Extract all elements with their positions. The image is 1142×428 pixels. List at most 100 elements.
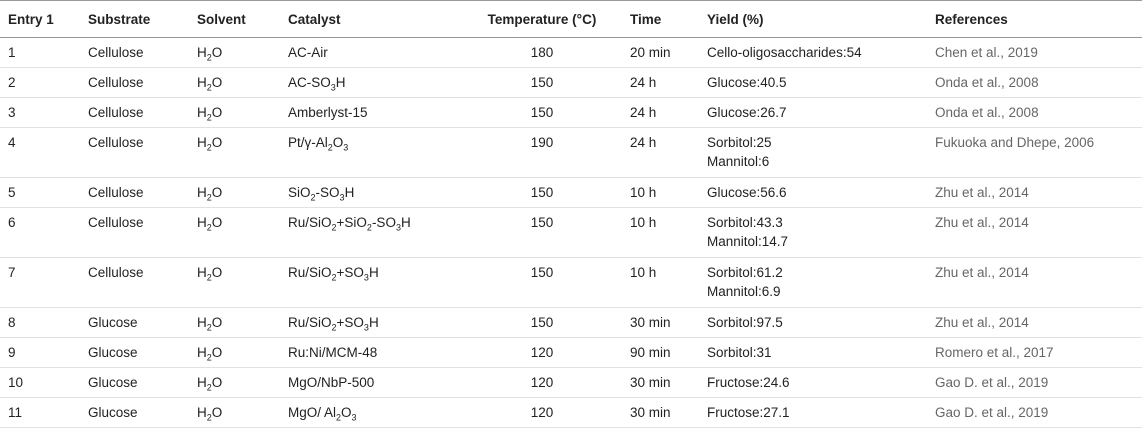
cell: Fukuoka and Dhepe, 2006	[927, 127, 1142, 178]
cell: 150	[462, 207, 622, 258]
table-row: 2 Cellulose H2O AC-SO3H 150 24 h Glucose:40.5 O…	[0, 67, 1142, 98]
cell: 150	[462, 257, 622, 308]
cell: Cellulose	[80, 97, 189, 128]
yield-line: Cello-oligosaccharides:54	[707, 45, 862, 60]
cell: Sorbitol:43.3 Mannitol:14.7	[699, 207, 927, 258]
cell: Zhu et al., 2014	[927, 177, 1142, 208]
table-row: 8 Glucose H2O Ru/SiO2+SO3H 150 30 min Sorbitol…	[0, 307, 1142, 338]
cell: Glucose:26.7	[699, 97, 927, 128]
cell: Cellulose	[80, 177, 189, 208]
cell: 24 h	[622, 67, 699, 98]
cell: H2O	[189, 177, 280, 208]
header-row: Entry 1 Substrate Solvent Catalyst Temperatu…	[0, 0, 1142, 38]
cell: 30 min	[622, 307, 699, 338]
column-header: Yield (%)	[699, 0, 927, 38]
yield-line: Glucose:40.5	[707, 75, 787, 90]
cell: H2O	[189, 257, 280, 308]
cell: Pt/γ-Al2O3	[280, 127, 462, 178]
cell: 10	[0, 367, 80, 398]
column-header: Temperature (°C)	[462, 0, 622, 38]
cell: Cellulose	[80, 37, 189, 68]
cell: H2O	[189, 97, 280, 128]
yield-line: Sorbitol:43.3	[707, 215, 783, 230]
cell: 24 h	[622, 127, 699, 178]
cell: MgO/NbP-500	[280, 367, 462, 398]
table-row: 1 Cellulose H2O AC-Air 180 20 min Cello-oligos…	[0, 37, 1142, 68]
cell: Sorbitol:97.5	[699, 307, 927, 338]
cell: Fructose:27.1	[699, 397, 927, 428]
cell: 150	[462, 177, 622, 208]
cell: Glucose	[80, 337, 189, 368]
cell: 120	[462, 397, 622, 428]
cell: MgO/ Al2O3	[280, 397, 462, 428]
column-header: Catalyst	[280, 0, 462, 38]
cell: 3	[0, 97, 80, 128]
cell: 150	[462, 307, 622, 338]
cell: Ru/SiO2+SO3H	[280, 257, 462, 308]
cell: Sorbitol:61.2 Mannitol:6.9	[699, 257, 927, 308]
cell: H2O	[189, 397, 280, 428]
cell: Sorbitol:31	[699, 337, 927, 368]
cell: 30 min	[622, 397, 699, 428]
cell: Chen et al., 2019	[927, 37, 1142, 68]
table-row: 6 Cellulose H2O Ru/SiO2+SiO2-SO3H 150 10 h Sor…	[0, 207, 1142, 258]
yield-line: Glucose:26.7	[707, 105, 787, 120]
cell: 10 h	[622, 207, 699, 258]
yield-line: Sorbitol:31	[707, 345, 772, 360]
cell: 20 min	[622, 37, 699, 68]
column-header: Substrate	[80, 0, 189, 38]
cell: AC-SO3H	[280, 67, 462, 98]
cell: 120	[462, 337, 622, 368]
cell: Glucose:40.5	[699, 67, 927, 98]
cell: Cellulose	[80, 257, 189, 308]
column-header: Entry 1	[0, 0, 80, 38]
table-row: 4 Cellulose H2O Pt/γ-Al2O3 190 24 h Sorbitol:2…	[0, 127, 1142, 178]
cell: Fructose:24.6	[699, 367, 927, 398]
yield-line: Mannitol:6	[707, 154, 770, 169]
yield-line: Sorbitol:25	[707, 135, 772, 150]
cell: 150	[462, 97, 622, 128]
cell: Onda et al., 2008	[927, 67, 1142, 98]
table-row: 7 Cellulose H2O Ru/SiO2+SO3H 150 10 h Sorbitol…	[0, 257, 1142, 308]
yield-line: Sorbitol:97.5	[707, 315, 783, 330]
cell: H2O	[189, 307, 280, 338]
cell: Amberlyst-15	[280, 97, 462, 128]
cell: Glucose:56.6	[699, 177, 927, 208]
cell: 11	[0, 397, 80, 428]
cell: H2O	[189, 37, 280, 68]
cell: Zhu et al., 2014	[927, 207, 1142, 258]
cell: 4	[0, 127, 80, 178]
yield-line: Sorbitol:61.2	[707, 265, 783, 280]
cell: Cello-oligosaccharides:54	[699, 37, 927, 68]
cell: H2O	[189, 127, 280, 178]
cell: AC-Air	[280, 37, 462, 68]
cell: Cellulose	[80, 67, 189, 98]
cell: 6	[0, 207, 80, 258]
cell: 90 min	[622, 337, 699, 368]
cell: Onda et al., 2008	[927, 97, 1142, 128]
yield-line: Fructose:24.6	[707, 375, 790, 390]
cell: 5	[0, 177, 80, 208]
column-header: Solvent	[189, 0, 280, 38]
cell: H2O	[189, 67, 280, 98]
column-header: References	[927, 0, 1142, 38]
cell: H2O	[189, 367, 280, 398]
cell: Ru/SiO2+SO3H	[280, 307, 462, 338]
cell: Romero et al., 2017	[927, 337, 1142, 368]
cell: 150	[462, 67, 622, 98]
cell: 30 min	[622, 367, 699, 398]
table-row: 9 Glucose H2O Ru:Ni/MCM-48 120 90 min Sorbitol…	[0, 337, 1142, 368]
cell: H2O	[189, 337, 280, 368]
cell: Glucose	[80, 397, 189, 428]
cell: SiO2-SO3H	[280, 177, 462, 208]
cell: Cellulose	[80, 127, 189, 178]
cell: Zhu et al., 2014	[927, 307, 1142, 338]
column-header: Time	[622, 0, 699, 38]
table-row: 5 Cellulose H2O SiO2-SO3H 150 10 h Glucose:56.…	[0, 177, 1142, 208]
cell: Ru/SiO2+SiO2-SO3H	[280, 207, 462, 258]
cell: 8	[0, 307, 80, 338]
cell: Gao D. et al., 2019	[927, 397, 1142, 428]
table-row: 11 Glucose H2O MgO/ Al2O3 120 30 min Fructose:…	[0, 397, 1142, 428]
cell: 190	[462, 127, 622, 178]
